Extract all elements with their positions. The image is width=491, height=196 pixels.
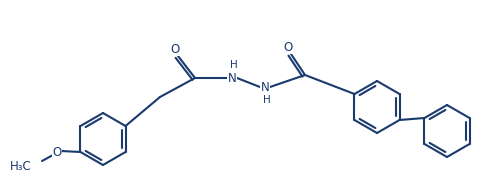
Text: H: H xyxy=(263,95,271,105)
Text: H: H xyxy=(230,60,238,70)
Text: H₃C: H₃C xyxy=(10,160,32,172)
Text: O: O xyxy=(53,146,62,160)
Text: O: O xyxy=(283,41,293,54)
Text: N: N xyxy=(261,81,270,93)
Text: O: O xyxy=(170,43,180,55)
Text: N: N xyxy=(228,72,236,84)
